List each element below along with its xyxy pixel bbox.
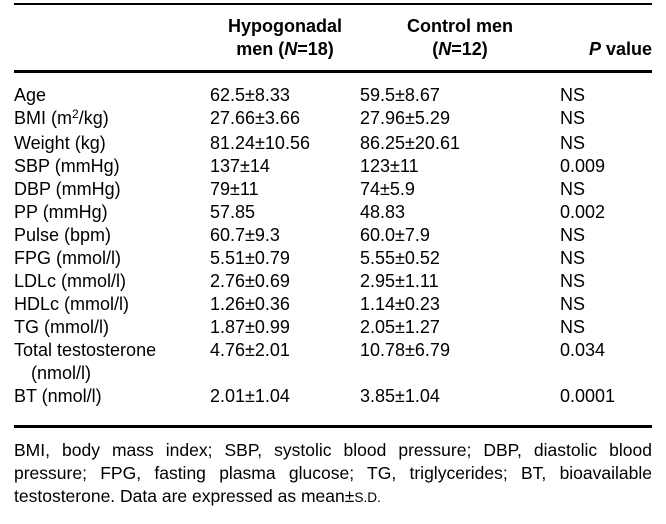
paper-table-page: Hypogonadal men (N=18) Control men (N=12… [14,3,652,509]
table-row-fpg: FPG (mmol/l) 5.51±0.79 5.55±0.52 NS [14,247,652,270]
table-row-bt: BT (nmol/l) 2.01±1.04 3.85±1.04 0.0001 [14,385,652,408]
p-value: 0.009 [560,156,606,176]
control-value: 59.5±8.67 [360,85,440,105]
hypogonadal-value: 57.85 [210,202,256,222]
table-row-hdlc: HDLc (mmol/l) 1.26±0.36 1.14±0.23 NS [14,293,652,316]
row-label: HDLc (mmol/l) [14,294,129,314]
row-label: FPG (mmol/l) [14,248,121,268]
header-control-n-symbol: N [438,39,452,59]
table-row-pp: PP (mmHg) 57.85 48.83 0.002 [14,201,652,224]
p-value: NS [560,179,586,199]
row-label: SBP (mmHg) [14,156,120,176]
control-value: 60.0±7.9 [360,225,430,245]
hypogonadal-value: 81.24±10.56 [210,133,310,153]
hypogonadal-value: 1.87±0.99 [210,317,290,337]
hypogonadal-value: 79±11 [210,179,259,199]
p-value: NS [560,108,586,128]
row-label: BT (nmol/l) [14,386,102,406]
row-label-line2: (nmol/l) [31,363,92,383]
control-value: 10.78±6.79 [360,340,450,360]
header-hypogonadal-men: Hypogonadal men (N=18) [210,15,360,61]
control-value: 74±5.9 [360,179,415,199]
control-value: 2.95±1.11 [360,271,439,291]
header-p-value-rest: value [600,39,652,59]
table-header: Hypogonadal men (N=18) Control men (N=12… [14,5,652,70]
header-p-value: P value [560,38,652,61]
row-label: Total testosterone (nmol/l) [14,339,210,385]
table-row-weight: Weight (kg) 81.24±10.56 86.25±20.61 NS [14,132,652,155]
control-value: 123±11 [360,156,419,176]
header-hypogonadal-line2: men (N=18) [210,38,360,61]
table-row-dbp: DBP (mmHg) 79±11 74±5.9 NS [14,178,652,201]
header-rule [14,70,652,73]
row-label-superscript: 2 [72,107,79,121]
control-value: 2.05±1.27 [360,317,440,337]
p-value: NS [560,225,586,245]
p-value: NS [560,133,586,153]
control-value: 1.14±0.23 [360,294,440,314]
p-value: 0.034 [560,340,606,360]
hypogonadal-value: 137±14 [210,156,270,176]
control-value: 27.96±5.29 [360,108,450,128]
header-control-men: Control men (N=12) [360,15,560,61]
row-label: Pulse (bpm) [14,225,112,245]
hypogonadal-value: 2.01±1.04 [210,386,290,406]
header-hypogonadal-line2-pre: men ( [236,39,285,59]
hypogonadal-value: 5.51±0.79 [210,248,290,268]
row-label: Age [14,85,47,105]
hypogonadal-value: 62.5±8.33 [210,85,290,105]
control-value: 86.25±20.61 [360,133,460,153]
hypogonadal-value: 1.26±0.36 [210,294,290,314]
row-label: PP (mmHg) [14,202,108,222]
header-control-line2: (N=12) [360,38,560,61]
table-row-ldlc: LDLc (mmol/l) 2.76±0.69 2.95±1.11 NS [14,270,652,293]
table-body: Age 62.5±8.33 59.5±8.67 NS BMI (m2/kg) 2… [14,73,652,425]
header-hypogonadal-n-symbol: N [284,39,298,59]
row-label: TG (mmol/l) [14,317,109,337]
header-p-symbol: P [588,39,601,59]
header-control-line2-pre: ( [432,39,439,59]
footnote-text: BMI, body mass index; SBP, systolic bloo… [14,440,652,506]
table-row-age: Age 62.5±8.33 59.5±8.67 NS [14,84,652,107]
control-value: 5.55±0.52 [360,248,440,268]
p-value: NS [560,85,586,105]
p-value: NS [560,271,586,291]
control-value: 48.83 [360,202,406,222]
control-value: 3.85±1.04 [360,386,440,406]
hypogonadal-value: 4.76±2.01 [210,340,290,360]
header-control-line2-post: =12) [451,39,488,59]
hypogonadal-value: 60.7±9.3 [210,225,280,245]
table-row-sbp: SBP (mmHg) 137±14 123±11 0.009 [14,155,652,178]
footnote-sd-abbreviation: s.d. [354,490,381,505]
bottom-rule [14,425,652,428]
row-label-post: /kg) [78,108,109,128]
row-label: DBP (mmHg) [14,179,121,199]
table-row-bmi: BMI (m2/kg) 27.66±3.66 27.96±5.29 NS [14,107,652,132]
header-hypogonadal-line2-post: =18) [297,39,334,59]
table-row-total-testosterone: Total testosterone (nmol/l) 4.76±2.01 10… [14,339,652,385]
p-value: NS [560,317,586,337]
hypogonadal-value: 2.76±0.69 [210,271,290,291]
top-rule [14,3,652,5]
table-row-tg: TG (mmol/l) 1.87±0.99 2.05±1.27 NS [14,316,652,339]
header-hypogonadal-line1: Hypogonadal [227,16,342,36]
hypogonadal-value: 27.66±3.66 [210,108,300,128]
p-value: NS [560,294,586,314]
row-label: Weight (kg) [14,133,106,153]
p-value: 0.0001 [560,386,616,406]
table-footnote: BMI, body mass index; SBP, systolic bloo… [14,428,652,509]
header-control-line1: Control men [407,16,513,36]
row-label: BMI (m2/kg) [14,107,210,132]
table-row-pulse: Pulse (bpm) 60.7±9.3 60.0±7.9 NS [14,224,652,247]
row-label-pre: BMI (m [14,108,72,128]
p-value: 0.002 [560,202,606,222]
p-value: NS [560,248,586,268]
row-label: LDLc (mmol/l) [14,271,127,291]
row-label-line1: Total testosterone [14,340,157,360]
